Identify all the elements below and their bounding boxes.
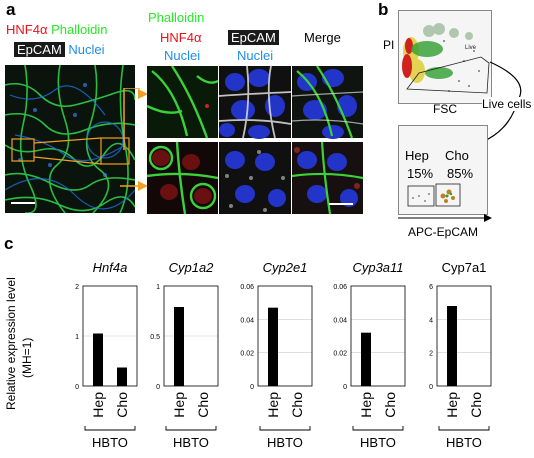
chart-group-label-3: HBTO [360,435,396,450]
chart-category-4-0: Hep [444,392,460,418]
left-stain-labels-line2: EpCAM Nuclei [14,42,105,57]
apc-epcam-axis-label: APC-EpCAM [408,225,479,239]
chart-ytick-4-2: 4 [429,317,433,324]
chart-ytick-0-1: 1 [75,334,79,341]
chart-frame-4 [436,285,492,387]
chart-group-label-1: HBTO [173,435,209,450]
chart-ytick-3-0: 0 [343,384,347,391]
bar-cho-0 [117,367,127,386]
chart-title-3: Cyp3a11 [352,260,403,275]
chart-group-label-4: HBTO [446,435,482,450]
chart-ytick-0-0: 0 [75,384,79,391]
chart-bracket-3 [352,426,404,431]
col-merge-header: Merge [304,30,341,45]
chart-title-4: Cyp7a1 [442,260,487,275]
chart-bracket-1 [165,426,217,431]
gate-live-label: Live [465,45,477,51]
chart-ytick-3-3: 0.06 [333,284,347,291]
chart-category-3-0: Hep [358,392,374,418]
zoom-micrograph-grid [146,65,364,215]
live-cells-label: Live cells [482,97,532,111]
col-phalloidin-header: Phalloidin [148,10,205,25]
chart-category-0-1: Cho [114,392,130,418]
chart-category-1-1: Cho [195,392,211,418]
overview-micrograph [5,65,135,213]
facs-top-y-label: PI [383,38,395,52]
label-hnf4a: HNF4α [6,22,48,37]
chart-group-label-0: HBTO [92,435,128,450]
chart-ytick-2-3: 0.06 [240,284,254,291]
chart-ytick-1-1: 0.5 [150,334,160,341]
col-epcam-header: EpCAM [228,30,279,45]
chart-category-0-0: Hep [90,392,106,418]
chart-ytick-0-2: 2 [75,284,79,291]
label-nuclei: Nuclei [68,42,105,57]
panel-c-label: c [4,234,14,253]
chart-ytick-2-2: 0.04 [240,317,254,324]
panel-b-label: b [378,0,389,19]
bar-hep-3 [361,332,371,386]
chart-ytick-4-3: 6 [429,284,433,291]
cho-gate-name: Cho [445,148,469,163]
bar-hep-4 [447,306,457,386]
chart-title-2: Cyp2e1 [263,260,308,275]
chart-frame-1 [163,285,219,387]
chart-category-3-1: Cho [382,392,398,418]
cho-gate-pct: 85% [447,166,474,181]
facs-top-plot: Live [398,10,492,104]
chart-bracket-2 [259,426,311,431]
chart-ytick-2-0: 0 [250,384,254,391]
hep-gate-pct: 15% [407,166,434,181]
bar-hep-0 [93,333,103,386]
chart-category-4-1: Cho [468,392,484,418]
facs-bottom-gates [407,183,461,207]
hep-gate-name: Hep [405,148,429,163]
chart-title-0: Hnf4a [93,260,128,275]
panel-a-label: a [6,0,16,19]
bar-hep-2 [268,307,278,386]
zoom-micrographs-graphic [146,65,364,215]
chart-category-1-0: Hep [171,392,187,418]
left-stain-labels-line1: HNF4α Phalloidin [6,22,107,37]
chart-ytick-4-0: 0 [429,384,433,391]
chart-ytick-1-2: 1 [156,284,160,291]
col-epcam-nuclei-header: Nuclei [237,48,274,63]
chart-frame-2 [257,285,313,387]
chart-ytick-2-1: 0.02 [240,351,254,358]
label-phalloidin: Phalloidin [51,22,108,37]
facs-top-density: Live [402,23,490,94]
bar-hep-1 [174,307,184,386]
chart-frame-3 [350,285,406,387]
col-phalloidin-nuclei-header: Nuclei [164,48,201,63]
chart-group-label-2: HBTO [267,435,303,450]
facs-bottom-plot: Hep 15% Cho 85% [398,125,488,215]
chart-bracket-4 [438,426,490,431]
chart-category-2-0: Hep [265,392,281,418]
chart-ytick-3-1: 0.02 [333,351,347,358]
chart-frame-0 [82,285,138,387]
chart-title-1: Cyp1a2 [169,260,215,275]
zoom-arrows [120,88,148,191]
apc-epcam-axis-arrow [398,214,492,222]
chart-ytick-3-2: 0.04 [333,317,347,324]
overview-micrograph-graphic [5,65,135,213]
label-epcam: EpCAM [14,42,65,57]
chart-ytick-4-1: 2 [429,351,433,358]
col-hnf4a-header: HNF4α [160,30,202,45]
facs-top-x-label: FSC [433,102,457,116]
chart-ytick-1-0: 0 [156,384,160,391]
chart-bracket-0 [84,426,136,431]
expression-bar-charts: Hnf4a 0 1 2 Hep Cho HBTO Cyp1a2 0 0.5 1 Hep Cho HBTO C… [75,260,492,450]
chart-category-2-1: Cho [289,392,305,418]
